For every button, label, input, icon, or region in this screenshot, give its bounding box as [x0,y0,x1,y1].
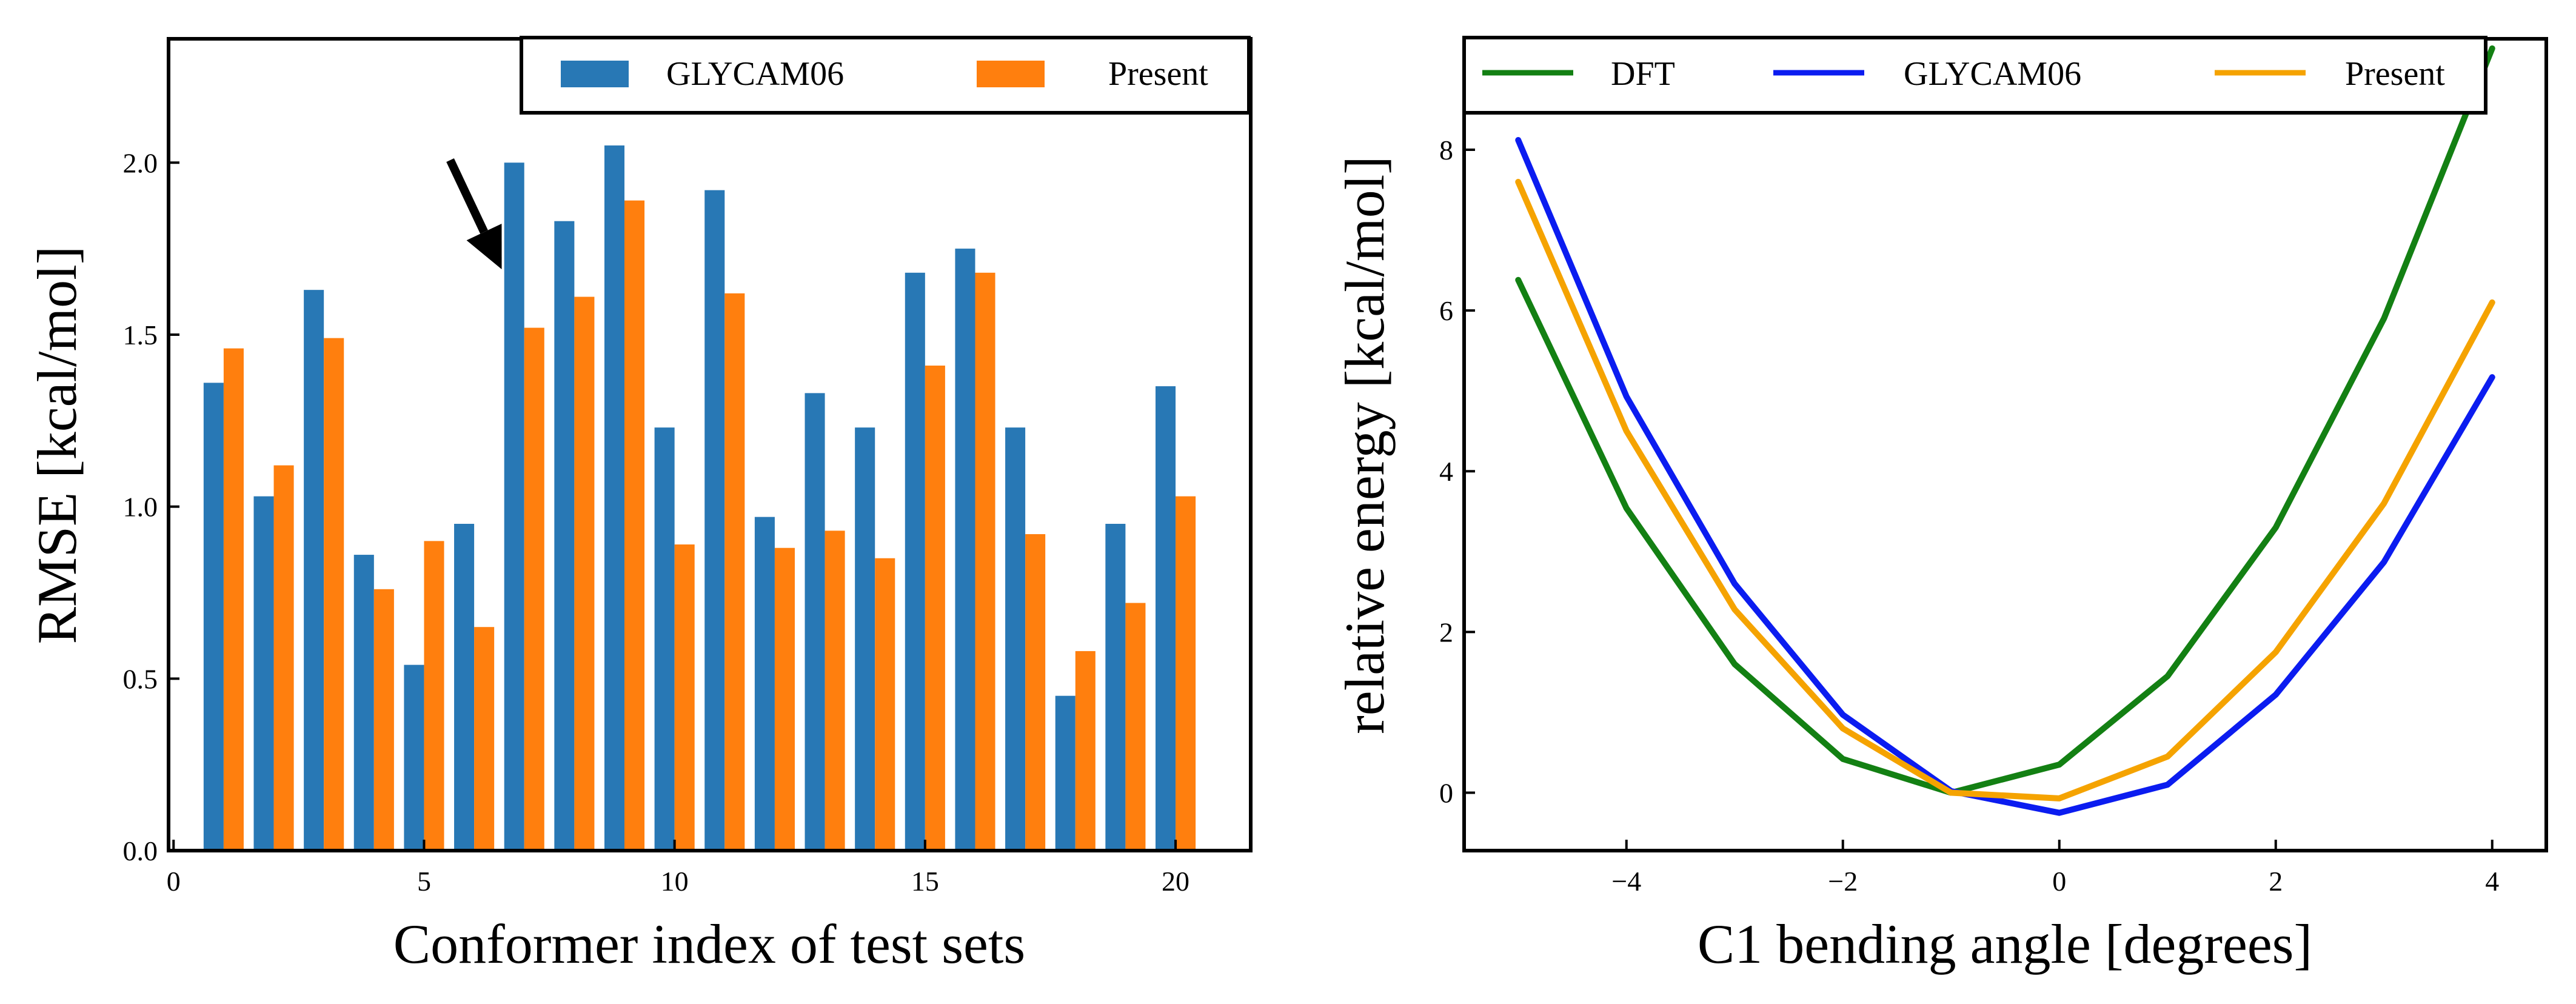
bar-present-19 [1125,603,1146,851]
energy-x-tick-label: 4 [2485,866,2499,897]
energy-x-tick-label: −4 [1611,866,1641,897]
bar-glycam06-3 [304,290,324,851]
rmse-x-tick-label: 0 [167,866,181,897]
line-dft [1515,45,2495,796]
rmse-x-tick-label: 5 [417,866,431,897]
legend-label-present-energy: Present [2345,55,2445,93]
bar-glycam06-19 [1105,523,1126,851]
bar-present-18 [1075,651,1096,851]
bar-glycam06-8 [554,221,575,851]
bar-present-17 [1025,534,1046,851]
bar-present-20 [1176,496,1196,851]
rmse-legend-box [520,36,1251,115]
bar-present-9 [624,200,645,851]
rmse-bars [203,145,1196,851]
arrow-shaft [446,158,488,234]
bar-present-16 [975,272,995,851]
energy-axes-frame [1462,37,2548,852]
rmse-x-tick-label: 10 [661,866,689,897]
bar-present-1 [223,348,244,851]
energy-y-axis-label: relative energy [kcal/mol] [1334,156,1396,734]
bar-glycam06-5 [404,664,424,851]
rmse-y-ticks: 0.0 0.5 1.0 1.5 2.0 [123,147,179,866]
bar-glycam06-13 [805,393,825,851]
energy-legend: DFT GLYCAM06 Present [1462,36,2487,115]
bar-glycam06-20 [1155,386,1176,851]
bar-present-7 [524,327,544,851]
energy-lines [1515,45,2495,816]
bar-present-6 [474,627,495,851]
energy-y-tick-label: 2 [1439,617,1453,648]
line-glycam06 [1515,137,2495,816]
bar-glycam06-18 [1055,695,1076,851]
bar-glycam06-12 [754,517,775,851]
rmse-y-axis-label: RMSE [kcal/mol] [26,246,88,644]
bar-present-15 [925,366,945,851]
energy-y-tick-label: 6 [1439,295,1453,326]
energy-x-tick-label: −2 [1828,866,1858,897]
energy-x-tick-label: 0 [2052,866,2066,897]
line-present [1515,178,2495,802]
legend-swatch-present [977,61,1045,87]
annotation-arrow [446,158,502,270]
bar-glycam06-17 [1005,427,1026,851]
bar-glycam06-10 [654,427,675,851]
bar-glycam06-11 [704,190,725,851]
arrow-head [466,223,502,270]
bar-glycam06-7 [504,162,524,851]
bar-glycam06-9 [604,145,625,851]
rmse-y-tick-label: 0.0 [123,835,158,866]
rmse-legend: GLYCAM06 Present [520,36,1251,115]
bar-present-14 [875,558,895,851]
bar-glycam06-4 [353,555,374,851]
bar-present-4 [373,589,394,851]
energy-x-ticks: −4 −2 0 2 4 [1611,840,2499,897]
energy-legend-box [1462,36,2487,115]
rmse-y-tick-label: 0.5 [123,663,158,694]
bar-present-3 [324,338,344,851]
bar-glycam06-1 [203,383,224,851]
bar-present-2 [273,465,294,851]
rmse-bar-chart: 0.0 0.5 1.0 1.5 2.0 0 5 10 15 20 Conformer index… [26,36,1253,975]
legend-label-glycam06-energy: GLYCAM06 [1904,55,2081,93]
legend-swatch-glycam06 [561,61,629,87]
bar-glycam06-14 [855,427,875,851]
rmse-y-tick-label: 1.0 [123,492,158,523]
rmse-x-axis-label: Conformer index of test sets [393,913,1025,975]
energy-y-tick-label: 8 [1439,135,1453,166]
energy-y-tick-label: 0 [1439,778,1453,809]
bar-present-12 [774,547,795,851]
energy-x-tick-label: 2 [2269,866,2283,897]
bar-glycam06-15 [905,272,925,851]
bar-present-11 [724,293,745,851]
rmse-x-tick-label: 20 [1162,866,1189,897]
legend-label-glycam06: GLYCAM06 [666,55,844,93]
bar-present-10 [674,544,695,851]
energy-x-axis-label: C1 bending angle [degrees] [1698,913,2312,975]
legend-label-dft: DFT [1611,55,1675,93]
energy-y-ticks: 0 2 4 6 8 [1439,135,1475,809]
rmse-y-tick-label: 2.0 [123,147,158,178]
bar-present-5 [424,541,444,851]
rmse-x-ticks: 0 5 10 15 20 [167,840,1189,897]
bar-glycam06-16 [955,249,975,851]
bar-glycam06-6 [454,523,475,851]
legend-label-present: Present [1108,55,1208,93]
rmse-x-tick-label: 15 [911,866,939,897]
rmse-y-tick-label: 1.5 [123,320,158,350]
bar-present-13 [825,530,845,851]
energy-y-tick-label: 4 [1439,456,1453,487]
energy-line-chart: 0 2 4 6 8 −4 −2 0 2 4 C1 bending angle [degrees]… [1334,36,2548,975]
bar-present-8 [574,296,595,851]
bar-glycam06-2 [253,496,274,851]
